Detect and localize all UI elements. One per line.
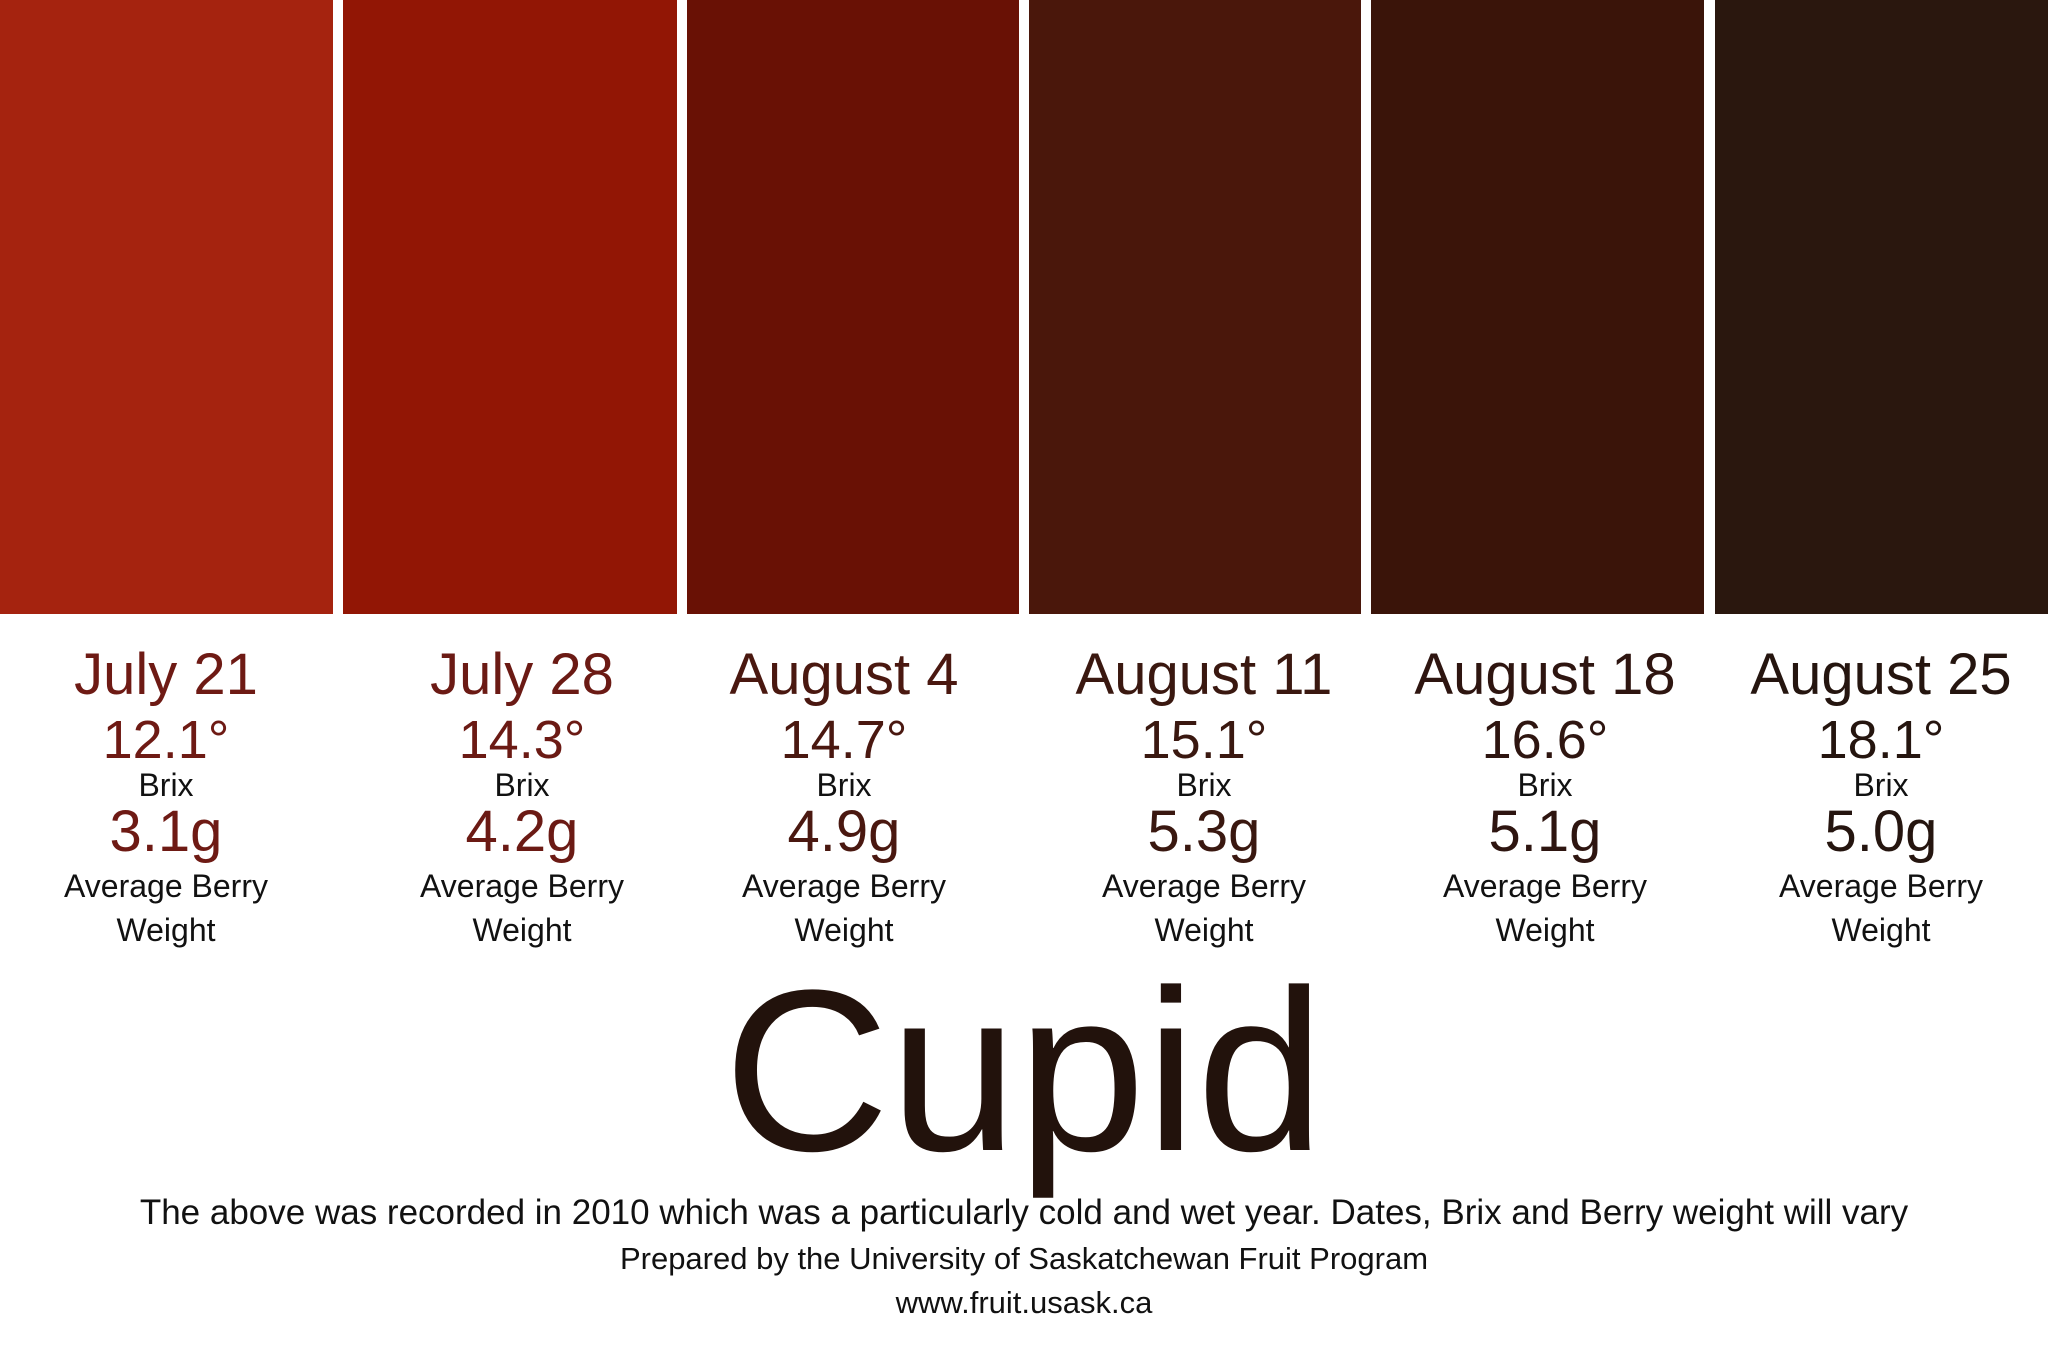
berry-weight-label: Average Berry Weight bbox=[664, 864, 1024, 952]
weight-label-line-2: Weight bbox=[1154, 912, 1254, 948]
berry-weight-value: 3.1g bbox=[109, 799, 223, 864]
weight-label-line-1: Average Berry bbox=[1779, 868, 1983, 904]
berry-weight-label: Average Berry Weight bbox=[0, 864, 346, 952]
sample-date: August 18 bbox=[1414, 642, 1676, 707]
brix-label: Brix bbox=[138, 767, 194, 803]
brix-label: Brix bbox=[1853, 767, 1909, 803]
sample-column: July 21 12.1° Brix 3.1g Average Berry Weight bbox=[0, 628, 346, 958]
sample-date: August 11 bbox=[1075, 642, 1333, 707]
brix-value: 15.1° bbox=[1140, 710, 1268, 770]
color-swatch bbox=[343, 0, 677, 614]
weight-label-line-1: Average Berry bbox=[1102, 868, 1306, 904]
brix-value: 16.6° bbox=[1481, 710, 1609, 770]
sample-column: August 25 18.1° Brix 5.0g Average Berry Weigh… bbox=[1701, 628, 2048, 958]
brix-value: 14.3° bbox=[458, 710, 586, 770]
brix-value: 14.7° bbox=[780, 710, 908, 770]
berry-weight-value: 4.9g bbox=[787, 799, 901, 864]
weight-label-line-2: Weight bbox=[116, 912, 216, 948]
footer-note: The above was recorded in 2010 which was… bbox=[139, 1193, 1909, 1232]
weight-label-line-2: Weight bbox=[794, 912, 894, 948]
color-swatch bbox=[1371, 0, 1704, 614]
variety-title: Cupid bbox=[723, 942, 1325, 1199]
sample-column: August 11 15.1° Brix 5.3g Average Berry Weigh… bbox=[1024, 628, 1384, 958]
color-swatch bbox=[0, 0, 333, 614]
berry-weight-value: 5.3g bbox=[1147, 799, 1261, 864]
sample-column: August 18 16.6° Brix 5.1g Average Berry Weigh… bbox=[1365, 628, 1725, 958]
brix-label: Brix bbox=[1176, 767, 1232, 803]
weight-label-line-1: Average Berry bbox=[420, 868, 624, 904]
sample-date: July 21 bbox=[74, 642, 258, 707]
brix-label: Brix bbox=[816, 767, 872, 803]
berry-weight-label: Average Berry Weight bbox=[342, 864, 702, 952]
brix-value: 12.1° bbox=[102, 710, 230, 770]
footer-website[interactable]: www.fruit.usask.ca bbox=[895, 1285, 1153, 1320]
sample-date: August 4 bbox=[729, 642, 959, 707]
berry-weight-label: Average Berry Weight bbox=[1024, 864, 1384, 952]
sample-date: July 28 bbox=[430, 642, 614, 707]
weight-label-line-2: Weight bbox=[1495, 912, 1595, 948]
weight-label-line-2: Weight bbox=[1831, 912, 1931, 948]
color-swatch bbox=[687, 0, 1019, 614]
brix-label: Brix bbox=[494, 767, 550, 803]
brix-label: Brix bbox=[1517, 767, 1573, 803]
sample-column: July 28 14.3° Brix 4.2g Average Berry Weight bbox=[342, 628, 702, 958]
berry-weight-value: 5.1g bbox=[1488, 799, 1602, 864]
weight-label-line-1: Average Berry bbox=[1443, 868, 1647, 904]
footer-prepared-by: Prepared by the University of Saskatchew… bbox=[619, 1241, 1429, 1276]
berry-weight-label: Average Berry Weight bbox=[1365, 864, 1725, 952]
weight-label-line-1: Average Berry bbox=[742, 868, 946, 904]
berry-weight-value: 4.2g bbox=[465, 799, 579, 864]
weight-label-line-2: Weight bbox=[472, 912, 572, 948]
sample-date: August 25 bbox=[1750, 642, 2012, 707]
color-swatch bbox=[1029, 0, 1361, 614]
color-swatch bbox=[1715, 0, 2048, 614]
berry-weight-value: 5.0g bbox=[1824, 799, 1938, 864]
berry-weight-label: Average Berry Weight bbox=[1701, 864, 2048, 952]
brix-value: 18.1° bbox=[1817, 710, 1945, 770]
weight-label-line-1: Average Berry bbox=[64, 868, 268, 904]
sample-column: August 4 14.7° Brix 4.9g Average Berry Weight bbox=[664, 628, 1024, 958]
